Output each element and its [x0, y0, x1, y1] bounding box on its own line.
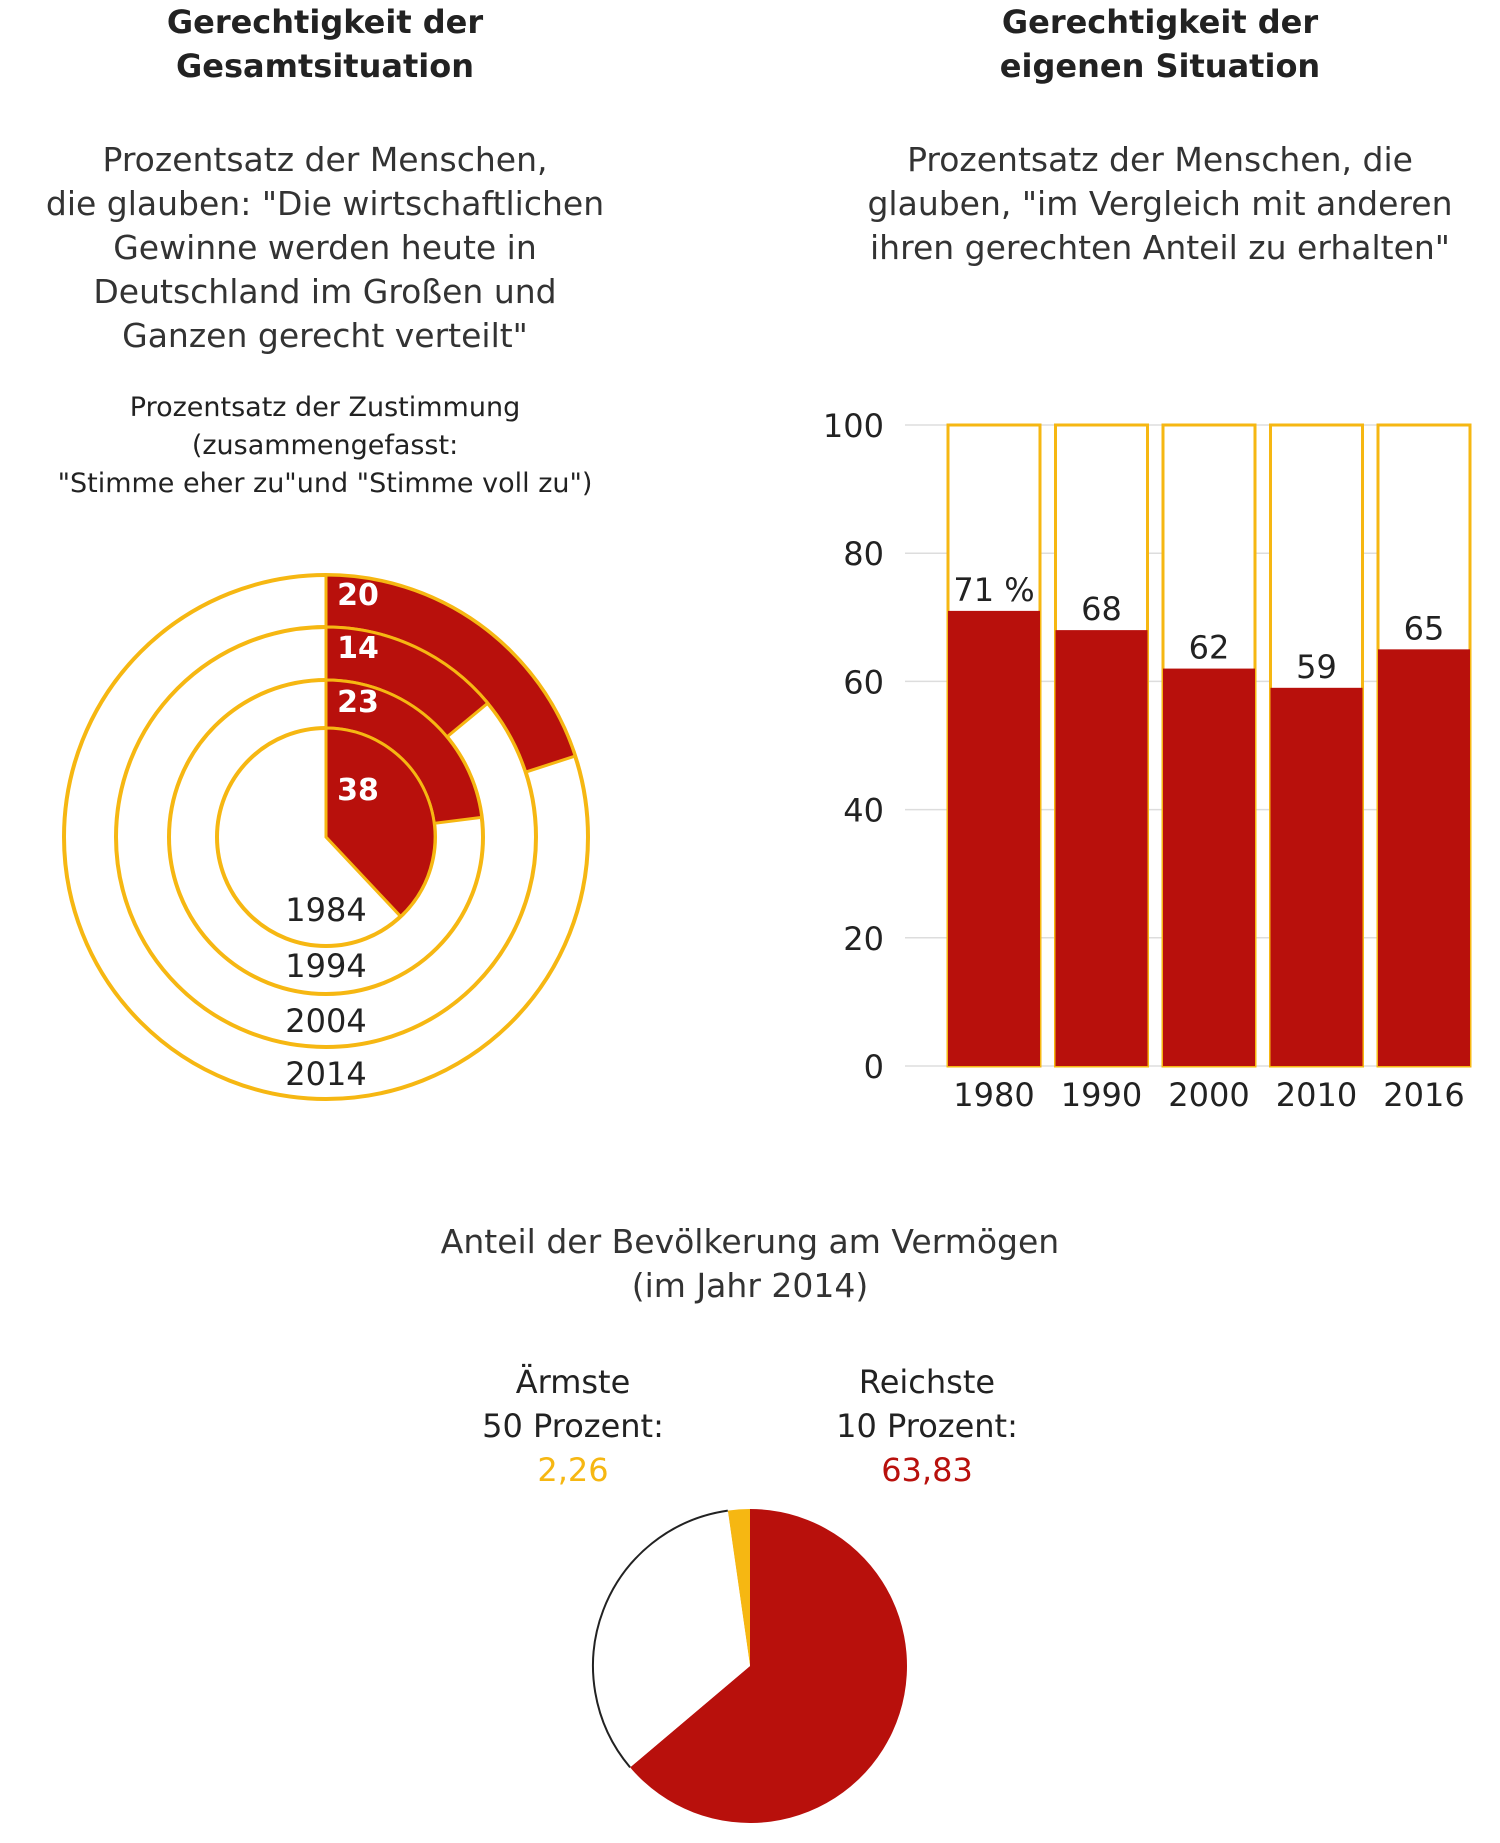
left-title-line: Gerechtigkeit der [166, 3, 484, 41]
left-note-line: "Stimme eher zu"und "Stimme voll zu") [57, 468, 593, 499]
bar-value-label: 71 % [953, 571, 1034, 609]
pie-border [592, 1509, 728, 1769]
x-tick-label: 1980 [953, 1076, 1034, 1114]
y-tick-label: 100 [823, 407, 884, 445]
poor-label: Ärmste 50 Prozent: 2,26 [443, 1360, 703, 1492]
poor-label-line: Ärmste [515, 1363, 631, 1401]
radial-segment [324, 726, 437, 919]
x-tick-label: 1990 [1061, 1076, 1142, 1114]
radial-year-label: 1984 [285, 891, 366, 929]
pie-slice [630, 1509, 908, 1824]
left-subtitle-line: Prozentsatz der Menschen, [102, 140, 548, 179]
y-tick-label: 0 [864, 1048, 884, 1086]
y-tick-label: 40 [843, 792, 884, 830]
radial-year-label: 1994 [285, 947, 366, 985]
right-title-line: eigenen Situation [999, 47, 1321, 85]
bar [1055, 630, 1148, 1066]
rich-label-line: Reichste [858, 1363, 996, 1401]
pie-slice [593, 1510, 750, 1768]
radial-year-label: 2014 [285, 1055, 366, 1093]
radial-value-label: 14 [337, 631, 379, 666]
bar [948, 610, 1040, 1066]
bar-value-label: 68 [1081, 590, 1122, 628]
rich-value: 63,83 [881, 1451, 973, 1489]
radial-year-label: 2004 [285, 1002, 366, 1040]
bottom-title-line: Anteil der Bevölkerung am Vermögen [440, 1222, 1060, 1261]
radial-value-label: 23 [337, 685, 379, 720]
bar-value-label: 62 [1189, 629, 1230, 667]
x-tick-label: 2000 [1168, 1076, 1249, 1114]
x-tick-label: 2010 [1276, 1076, 1357, 1114]
right-title: Gerechtigkeit der eigenen Situation [835, 0, 1485, 88]
y-tick-label: 60 [843, 663, 884, 701]
left-subtitle-line: Ganzen gerecht verteilt" [122, 316, 528, 355]
bar [1163, 668, 1255, 1066]
radial-value-label: 38 [337, 773, 379, 808]
y-tick-label: 20 [843, 920, 884, 958]
left-note-line: (zusammengefasst: [191, 430, 459, 461]
y-tick-label: 80 [843, 535, 884, 573]
bottom-title-line: (im Jahr 2014) [631, 1266, 869, 1305]
right-subtitle: Prozentsatz der Menschen, die glauben, "… [835, 138, 1485, 270]
poor-value: 2,26 [537, 1451, 609, 1489]
left-subtitle-line: Gewinne werden heute in [113, 228, 537, 267]
left-subtitle: Prozentsatz der Menschen, die glauben: "… [0, 138, 650, 358]
left-subtitle-line: Deutschland im Großen und [93, 272, 557, 311]
rich-label: Reichste 10 Prozent: 63,83 [797, 1360, 1057, 1492]
left-note-line: Prozentsatz der Zustimmung [129, 392, 521, 423]
rich-label-line: 10 Prozent: [836, 1407, 1018, 1445]
bar-value-label: 65 [1404, 609, 1445, 647]
right-subtitle-line: Prozentsatz der Menschen, die [907, 140, 1413, 179]
left-title-line: Gesamtsituation [176, 47, 474, 85]
bar [1270, 687, 1363, 1066]
poor-label-line: 50 Prozent: [482, 1407, 664, 1445]
left-note: Prozentsatz der Zustimmung (zusammengefa… [0, 389, 650, 503]
right-subtitle-line: ihren gerechten Anteil zu erhalten" [870, 228, 1450, 267]
right-subtitle-line: glauben, "im Vergleich mit anderen [867, 184, 1453, 223]
radial-value-label: 20 [337, 578, 379, 613]
x-tick-label: 2016 [1383, 1076, 1464, 1114]
right-title-line: Gerechtigkeit der [1001, 3, 1319, 41]
left-title: Gerechtigkeit der Gesamtsituation [0, 0, 650, 88]
bar-value-label: 59 [1296, 648, 1337, 686]
bottom-title: Anteil der Bevölkerung am Vermögen (im J… [430, 1220, 1070, 1308]
bar [1378, 649, 1470, 1066]
pie-slice [727, 1509, 750, 1666]
left-subtitle-line: die glauben: "Die wirtschaftlichen [45, 184, 605, 223]
